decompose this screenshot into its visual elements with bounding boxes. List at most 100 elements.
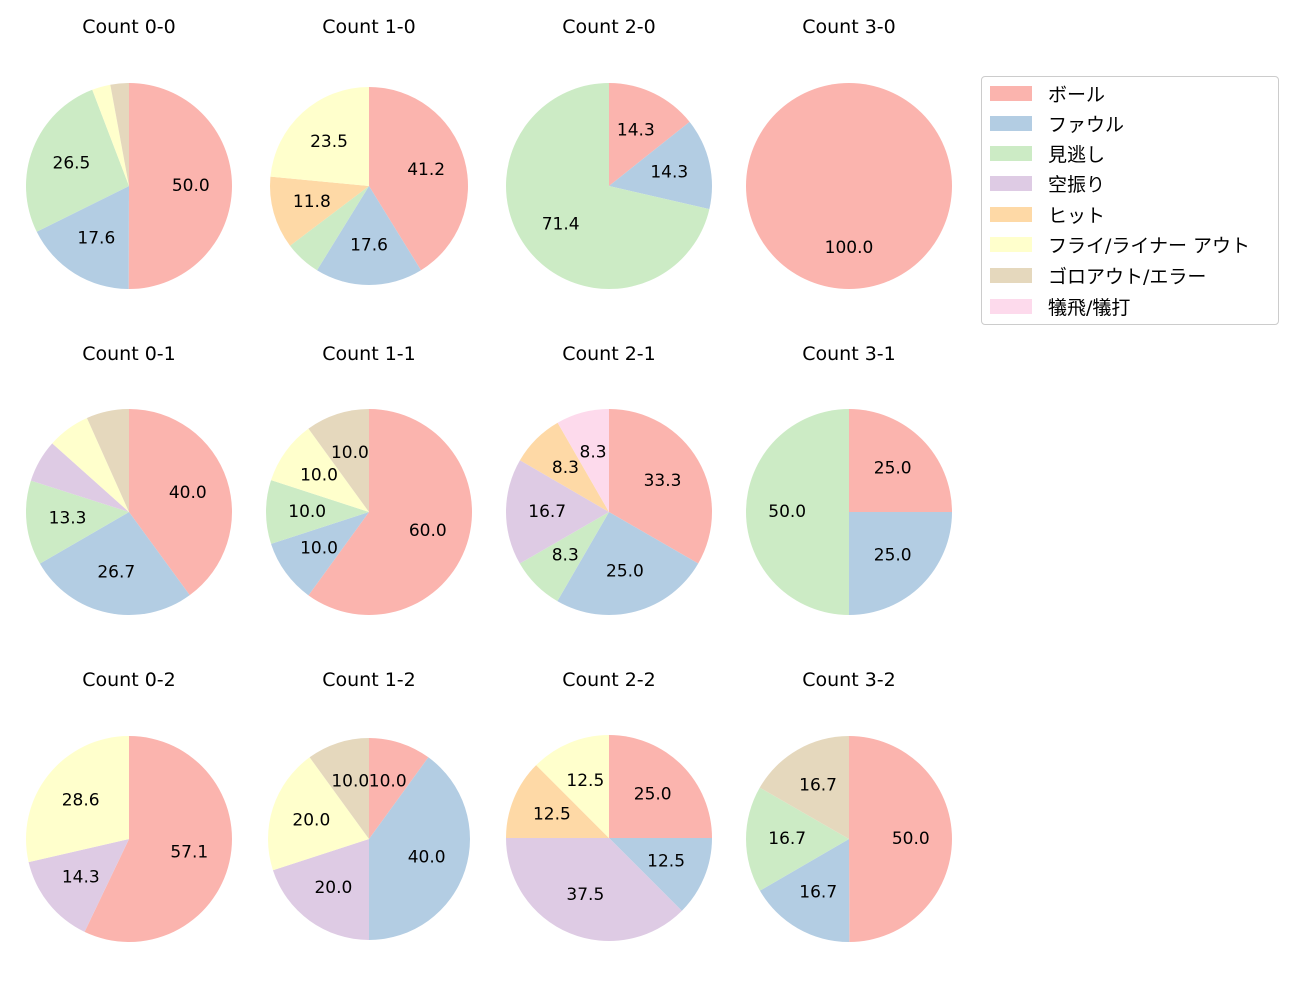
pie-panel-count-3-0: 100.0 Count 3-0: [729, 0, 969, 326]
pie-title: Count 1-2: [322, 669, 416, 691]
pie-chart: 60.0 10.0 10.0 10.0 10.0: [266, 409, 473, 615]
pie-panel-count-0-2: 57.1 14.3 28.6 Count 0-2: [9, 653, 249, 979]
pie-wedge: [25, 736, 129, 863]
pie-value-label: 25.0: [874, 546, 912, 566]
pie-wedge: [52, 417, 130, 512]
pie-wedge: [609, 83, 690, 186]
pie-wedge: [317, 186, 421, 285]
pie-value-label: 17.6: [350, 235, 388, 255]
pie-wedge: [92, 84, 129, 186]
pie-value-label: 28.6: [62, 791, 100, 811]
pie-wedge: [519, 512, 609, 602]
pie-wedge: [759, 839, 850, 942]
pie-value-label: 13.3: [49, 509, 87, 529]
pie-wedge: [308, 409, 473, 615]
pie-wedge: [270, 87, 369, 186]
pie-panel-count-0-1: 40.0 26.7 13.3 Count 0-1: [9, 327, 249, 653]
pie-wedge: [759, 736, 849, 839]
pie-value-label: 26.7: [97, 562, 135, 582]
legend-swatch: [990, 85, 1032, 101]
pie-value-label: 8.3: [552, 546, 579, 566]
pie-value-label: 100.0: [825, 238, 874, 258]
pie-wedge: [30, 443, 130, 512]
pie-title: Count 2-0: [562, 16, 656, 38]
pie-value-label: 10.0: [288, 502, 326, 522]
legend-label: 見逃し: [1048, 143, 1106, 166]
pie-wedge: [36, 186, 129, 289]
pie-chart: 50.0 16.7 16.7 16.7: [746, 736, 952, 942]
pie-chart: 100.0: [746, 83, 952, 289]
pie-chart: 57.1 14.3 28.6: [25, 736, 232, 942]
legend-label: ファウル: [1048, 113, 1125, 136]
pie-wedge: [557, 409, 609, 512]
pie-value-label: 10.0: [331, 443, 369, 463]
pie-wedge: [369, 738, 429, 839]
pie-value-label: 10.0: [300, 466, 338, 486]
pie-value-label: 10.0: [369, 771, 407, 791]
pie-chart: 25.0 12.5 37.5 12.5 12.5: [506, 735, 712, 941]
legend-swatch: [990, 206, 1032, 222]
pie-title: Count 0-1: [82, 343, 176, 365]
pie-wedge: [609, 121, 712, 210]
legend-label: ゴロアウト/エラー: [1048, 265, 1207, 288]
pie-title: Count 1-1: [322, 343, 416, 365]
pie-value-label: 12.5: [533, 804, 571, 824]
legend-label: 犠飛/犠打: [1048, 296, 1131, 319]
pie-wedge: [746, 787, 849, 891]
pie-value-label: 14.3: [650, 162, 688, 182]
pie-value-label: 26.5: [53, 153, 91, 173]
pie-title: Count 2-2: [562, 669, 656, 691]
pie-value-label: 25.0: [634, 784, 672, 804]
pie-chart: 10.040.020.020.010.0: [268, 738, 470, 940]
pie-wedge: [86, 409, 129, 512]
pie-chart: 14.3 14.3 71.4: [506, 83, 712, 289]
pie-panel-count-1-0: 41.2 17.6 11.8 23.5 Count 1-0: [249, 0, 489, 326]
pie-value-label: 20.0: [292, 810, 330, 830]
pie-title: Count 0-0: [82, 16, 176, 38]
pie-wedge: [536, 735, 609, 838]
pie-wedge: [308, 409, 369, 512]
legend-swatch: [990, 115, 1032, 131]
legend-label: 空振り: [1048, 173, 1106, 196]
pie-wedge: [271, 512, 369, 596]
pie-wedge: [849, 736, 952, 942]
pie-wedge: [557, 512, 699, 615]
pie-chart: 25.0 25.0 50.0: [746, 409, 952, 615]
pie-wedge: [609, 735, 712, 838]
legend-swatch: [990, 145, 1032, 161]
pie-wedge: [506, 83, 710, 289]
pie-title: Count 1-0: [322, 16, 416, 38]
pie-value-label: 41.2: [407, 160, 445, 180]
pie-panel-count-1-1: 60.0 10.0 10.0 10.0 10.0 Count 1-1: [249, 327, 489, 653]
legend-swatch: [990, 267, 1032, 283]
pie-wedge: [369, 757, 470, 940]
pie-wedge: [369, 87, 468, 271]
legend-label: ヒット: [1048, 204, 1106, 227]
pie-value-label: 25.0: [874, 458, 912, 478]
pie-chart: 33.325.08.316.78.38.3: [506, 409, 712, 615]
pie-value-label: 71.4: [542, 214, 580, 234]
pie-value-label: 14.3: [62, 868, 100, 888]
pie-wedge: [519, 422, 609, 512]
pie-wedge: [506, 838, 682, 941]
pie-wedge: [110, 83, 129, 186]
pie-value-label: 12.5: [566, 771, 604, 791]
pie-wedge: [128, 82, 233, 290]
pie-title: Count 3-0: [802, 16, 896, 38]
pie-value-label: 33.3: [644, 471, 682, 491]
legend-label: フライ/ライナー アウト: [1048, 234, 1251, 257]
pie-chart: 40.0 26.7 13.3: [25, 409, 232, 615]
pie-panel-count-3-2: 50.0 16.7 16.7 16.7 Count 3-2: [729, 653, 969, 979]
pie-value-label: 40.0: [169, 483, 207, 503]
pie-panel-count-3-1: 25.0 25.0 50.0 Count 3-1: [729, 327, 969, 653]
pie-value-label: 50.0: [768, 502, 806, 522]
pie-wedge: [272, 839, 369, 940]
pie-wedge: [266, 480, 369, 544]
pie-wedge: [849, 409, 952, 512]
pie-value-label: 11.8: [293, 192, 331, 212]
legend-swatch: [990, 298, 1032, 314]
pie-wedge: [309, 738, 369, 839]
pie-value-label: 8.3: [580, 442, 607, 462]
pie-chart: 41.2 17.6 11.8 23.5: [270, 87, 468, 285]
pie-panel-count-2-2: 25.0 12.5 37.5 12.5 12.5 Count 2-2: [489, 653, 729, 979]
